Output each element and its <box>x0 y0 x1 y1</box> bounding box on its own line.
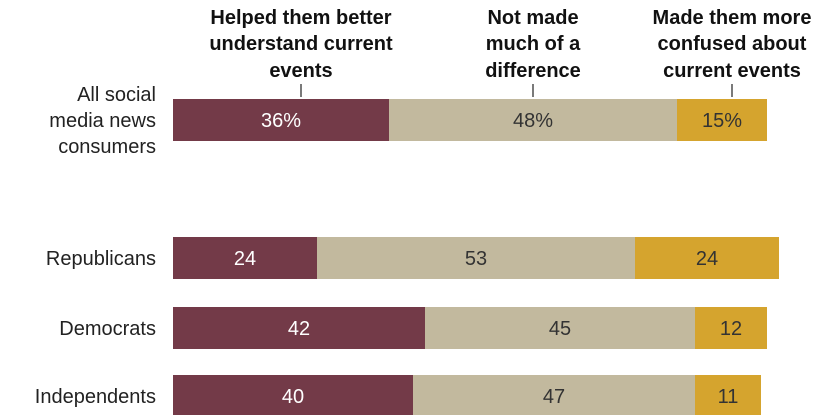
bar-segment <box>173 237 317 279</box>
legend-header: Not made much of a difference <box>485 7 581 82</box>
data-label: 24 <box>234 248 256 270</box>
bar-segment <box>695 307 767 349</box>
data-label: 24 <box>696 248 718 270</box>
data-label: 36% <box>261 110 301 132</box>
category-label: Independents <box>35 386 156 408</box>
bar-segment <box>677 99 767 141</box>
legend-header: Helped them better understand current even… <box>209 7 393 82</box>
bar-segment <box>413 375 695 415</box>
data-label: 53 <box>465 248 487 270</box>
data-label: 12 <box>720 318 742 340</box>
category-label: All social media news consumers <box>49 84 156 158</box>
bar-segment <box>635 237 779 279</box>
bar-segment <box>173 375 413 415</box>
category-label: Democrats <box>59 318 156 340</box>
bar-segment <box>695 375 761 415</box>
bar-segment <box>317 237 635 279</box>
data-label: 40 <box>282 386 304 408</box>
data-label: 15% <box>702 110 742 132</box>
bar-segment <box>425 307 695 349</box>
bar-segment <box>389 99 677 141</box>
bar-segment <box>173 307 425 349</box>
data-label: 11 <box>718 386 739 408</box>
data-label: 45 <box>549 318 571 340</box>
bar-segment <box>173 99 389 141</box>
data-label: 42 <box>288 318 310 340</box>
data-label: 47 <box>543 386 565 408</box>
legend-header: Made them more confused about current even… <box>653 7 812 82</box>
category-label: Republicans <box>46 248 156 270</box>
data-label: 48% <box>513 110 553 132</box>
